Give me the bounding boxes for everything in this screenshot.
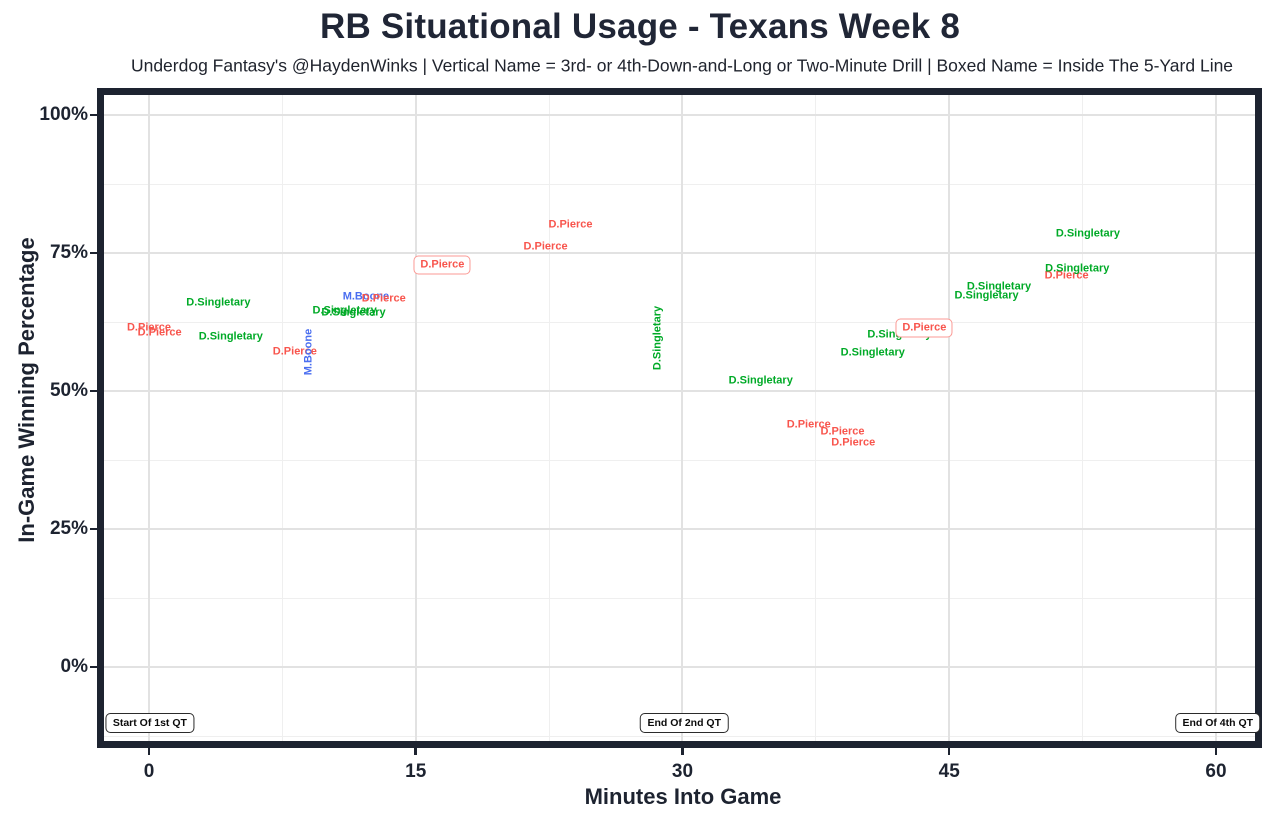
data-label-d-pierce: D.Pierce	[361, 292, 406, 305]
x-axis-title: Minutes Into Game	[584, 784, 782, 809]
gridline-major-v	[148, 95, 150, 741]
data-label-d-singletary: D.Singletary	[198, 330, 263, 343]
gridline-minor-h	[104, 597, 1255, 599]
data-label-d-singletary: D.Singletary	[186, 296, 251, 309]
x-tick-label: 30	[671, 761, 694, 782]
data-label-d-pierce: D.Pierce	[895, 318, 953, 338]
annotation-start-of-1st-qt: Start Of 1st QT	[105, 712, 195, 733]
gridline-major-v	[414, 95, 417, 741]
x-tick-mark	[147, 748, 151, 755]
gridline-minor-v	[1082, 95, 1084, 741]
data-label-d-pierce: D.Pierce	[126, 321, 172, 334]
x-tick-mark	[1214, 748, 1218, 755]
data-label-d-pierce: D.Pierce	[137, 326, 182, 339]
data-label-d-singletary: D.Singletary	[840, 346, 905, 359]
data-label-d-pierce: D.Pierce	[548, 218, 593, 231]
gridline-major-h	[104, 666, 1255, 668]
y-tick-label: 100%	[39, 104, 88, 125]
gridline-major-h	[104, 390, 1255, 392]
data-label-m-boone: M.Boone	[342, 290, 390, 303]
data-label-m-boone: M.Boone	[302, 328, 315, 376]
data-label-d-pierce: D.Pierce	[820, 425, 865, 438]
gridline-major-h	[104, 114, 1255, 116]
x-tick-label: 45	[938, 761, 960, 782]
data-label-d-pierce: D.Pierce	[413, 255, 471, 275]
gridline-minor-v	[815, 95, 817, 741]
x-tick-label: 15	[405, 761, 427, 782]
x-tick-mark	[947, 748, 951, 755]
data-label-d-pierce: D.Pierce	[523, 240, 568, 253]
gridline-major-v	[1214, 95, 1217, 741]
plot-frame	[97, 88, 1262, 748]
x-tick-mark	[414, 748, 417, 755]
x-tick-label: 60	[1205, 761, 1227, 782]
data-label-d-singletary: D.Singletary	[1055, 227, 1121, 240]
y-tick-label: 50%	[49, 380, 88, 401]
data-label-d-pierce: D.Pierce	[1044, 269, 1089, 282]
gridline-minor-h	[104, 735, 1255, 737]
gridline-minor-h	[104, 183, 1255, 185]
gridline-major-h	[104, 252, 1255, 254]
y-tick-mark	[90, 527, 97, 531]
y-tick-label: 0%	[60, 656, 88, 677]
y-tick-mark	[90, 665, 97, 669]
annotation-end-of-2nd-qt: End Of 2nd QT	[640, 712, 729, 733]
y-tick-label: 75%	[49, 242, 88, 263]
gridline-major-v	[681, 95, 684, 741]
gridline-minor-h	[104, 459, 1255, 461]
gridline-major-v	[948, 95, 951, 741]
y-tick-label: 25%	[49, 518, 88, 539]
data-label-d-singletary: D.Singletary	[1045, 262, 1110, 275]
data-label-d-singletary: D.Singletary	[651, 305, 664, 371]
data-label-d-pierce: D.Pierce	[786, 418, 831, 431]
data-label-d-pierce: D.Pierce	[272, 345, 317, 358]
y-tick-mark	[90, 389, 97, 393]
data-label-d-singletary: D.Singletary	[954, 289, 1019, 302]
data-label-d-pierce: D.Pierce	[831, 436, 876, 449]
x-tick-mark	[681, 748, 684, 755]
data-label-d-singletary: D.Singletary	[966, 280, 1032, 293]
annotation-end-of-4th-qt: End Of 4th QT	[1174, 712, 1261, 733]
data-label-d-singletary: D.Singletary	[321, 306, 386, 319]
y-tick-mark	[90, 113, 97, 117]
gridline-major-h	[104, 528, 1255, 530]
y-tick-mark	[90, 251, 97, 255]
gridline-minor-v	[548, 95, 550, 741]
gridline-minor-v	[281, 95, 283, 741]
chart-subtitle: Underdog Fantasy's @HaydenWinks | Vertic…	[130, 55, 1234, 76]
chart-title: RB Situational Usage - Texans Week 8	[320, 7, 960, 46]
gridline-minor-h	[104, 321, 1255, 323]
data-label-d-singletary: D.Singletary	[312, 304, 377, 317]
data-label-d-singletary: D.Singletary	[728, 374, 793, 387]
x-tick-label: 0	[143, 761, 155, 782]
